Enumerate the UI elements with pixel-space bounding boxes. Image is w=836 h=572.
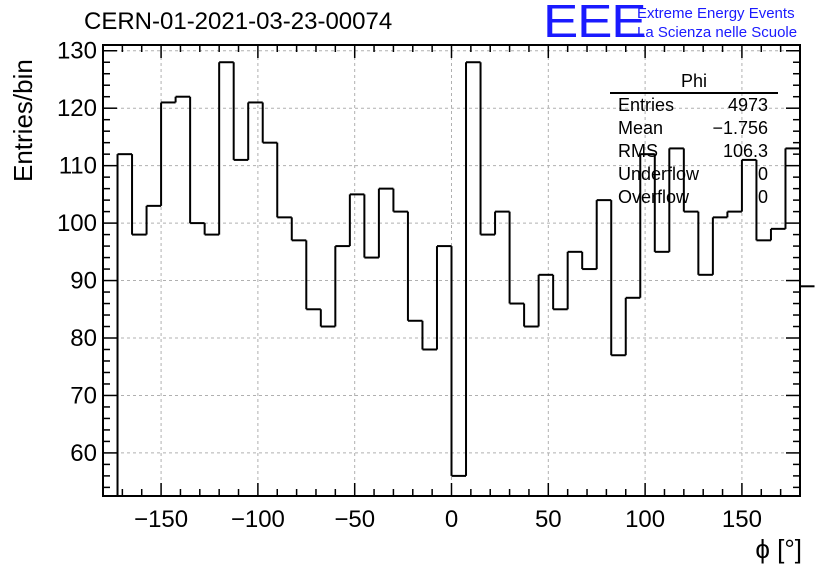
y-tick-label: 120: [57, 95, 97, 122]
tick-labels: −150 −100 −50 0 50 100 150 60 70 80 90 100 110 120 130: [57, 38, 762, 533]
stats-row-underflow: Underflow 0: [610, 163, 778, 186]
x-tick-label: −50: [334, 506, 375, 533]
y-tick-label: 80: [70, 325, 97, 352]
stats-value: 106.3: [722, 141, 768, 161]
axis-ticks: [103, 45, 800, 496]
x-tick-label: 50: [535, 506, 562, 533]
stats-value: −1.756: [712, 118, 768, 138]
stats-row-overflow: Overflow 0: [610, 186, 778, 209]
stats-key: RMS: [618, 141, 658, 161]
stats-key: Mean: [618, 118, 664, 138]
y-tick-label: 100: [57, 210, 97, 237]
y-tick-label: 90: [70, 268, 97, 295]
stats-value: 0: [757, 187, 768, 207]
stats-key: Underflow: [618, 164, 700, 184]
x-tick-label: −100: [231, 506, 285, 533]
stats-box-name: Phi: [610, 70, 778, 94]
stats-row-entries: Entries 4973: [610, 94, 778, 117]
y-tick-label: 130: [57, 38, 97, 65]
stats-value: 0: [757, 164, 768, 184]
stats-value: 4973: [727, 95, 768, 115]
y-axis-label: Entries/bin: [8, 59, 38, 182]
histogram-bars: [116, 61, 815, 496]
x-tick-label: 0: [445, 506, 458, 533]
chart-title: CERN-01-2021-03-23-00074: [84, 8, 393, 35]
stats-key: Entries: [618, 95, 675, 115]
x-axis-label: ϕ [°]: [755, 534, 802, 564]
x-tick-label: 100: [625, 506, 665, 533]
y-tick-label: 110: [59, 153, 97, 180]
logo-text: Extreme Energy Events La Scienza nelle S…: [637, 4, 797, 42]
stats-box: Phi Entries 4973 Mean −1.756 RMS 106.3 U…: [610, 70, 778, 209]
y-tick-label: 60: [70, 440, 97, 467]
y-tick-label: 70: [70, 382, 97, 409]
logo-line-2: La Scienza nelle Scuole: [637, 24, 798, 41]
logo-line-1: Extreme Energy Events: [637, 5, 795, 22]
stats-row-mean: Mean −1.756: [610, 117, 778, 140]
x-tick-label: 150: [722, 506, 762, 533]
x-tick-label: −150: [134, 506, 188, 533]
eee-logo: EEE: [543, 0, 647, 47]
stats-key: Overflow: [618, 187, 690, 207]
stats-row-rms: RMS 106.3: [610, 140, 778, 163]
